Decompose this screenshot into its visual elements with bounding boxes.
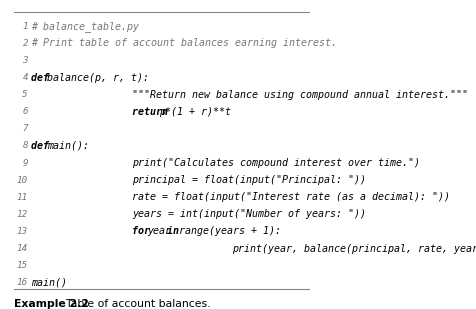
Text: # balance_table.py: # balance_table.py bbox=[31, 21, 139, 32]
Text: 9: 9 bbox=[22, 159, 28, 167]
Text: """Return new balance using compound annual interest.""": """Return new balance using compound ann… bbox=[131, 90, 467, 99]
Text: 16: 16 bbox=[17, 278, 28, 287]
Text: return: return bbox=[131, 107, 173, 117]
Text: def: def bbox=[31, 73, 55, 83]
Text: range(years + 1):: range(years + 1): bbox=[178, 226, 280, 236]
Text: 12: 12 bbox=[17, 210, 28, 219]
Text: print(year, balance(principal, rate, year)): print(year, balance(principal, rate, yea… bbox=[232, 243, 476, 254]
Text: def: def bbox=[31, 141, 55, 151]
Text: Table of account balances.: Table of account balances. bbox=[60, 299, 210, 309]
Text: years = int(input("Number of years: ")): years = int(input("Number of years: ")) bbox=[131, 210, 365, 219]
Text: main():: main(): bbox=[47, 141, 89, 151]
Text: 2: 2 bbox=[22, 39, 28, 48]
Text: print("Calculates compound interest over time."): print("Calculates compound interest over… bbox=[131, 158, 419, 168]
Text: rate = float(input("Interest rate (as a decimal): ")): rate = float(input("Interest rate (as a … bbox=[131, 192, 449, 202]
Text: main(): main() bbox=[31, 278, 67, 288]
Text: for: for bbox=[131, 226, 156, 236]
Text: 10: 10 bbox=[17, 176, 28, 185]
Text: 14: 14 bbox=[17, 244, 28, 253]
Text: 6: 6 bbox=[22, 107, 28, 116]
Text: 15: 15 bbox=[17, 261, 28, 270]
Text: balance(p, r, t):: balance(p, r, t): bbox=[47, 73, 149, 83]
Text: 5: 5 bbox=[22, 90, 28, 99]
Text: 1: 1 bbox=[22, 22, 28, 31]
Text: principal = float(input("Principal: ")): principal = float(input("Principal: ")) bbox=[131, 175, 365, 185]
Text: Example 2.2: Example 2.2 bbox=[14, 299, 89, 309]
Text: in: in bbox=[167, 226, 185, 236]
Text: # Print table of account balances earning interest.: # Print table of account balances earnin… bbox=[31, 38, 337, 48]
Text: 4: 4 bbox=[22, 73, 28, 82]
Text: 13: 13 bbox=[17, 227, 28, 236]
Text: p*(1 + r)**t: p*(1 + r)**t bbox=[159, 107, 231, 117]
Text: 7: 7 bbox=[22, 124, 28, 133]
Text: 11: 11 bbox=[17, 193, 28, 202]
Text: 3: 3 bbox=[22, 56, 28, 65]
Text: year: year bbox=[147, 226, 177, 236]
Text: 8: 8 bbox=[22, 142, 28, 150]
